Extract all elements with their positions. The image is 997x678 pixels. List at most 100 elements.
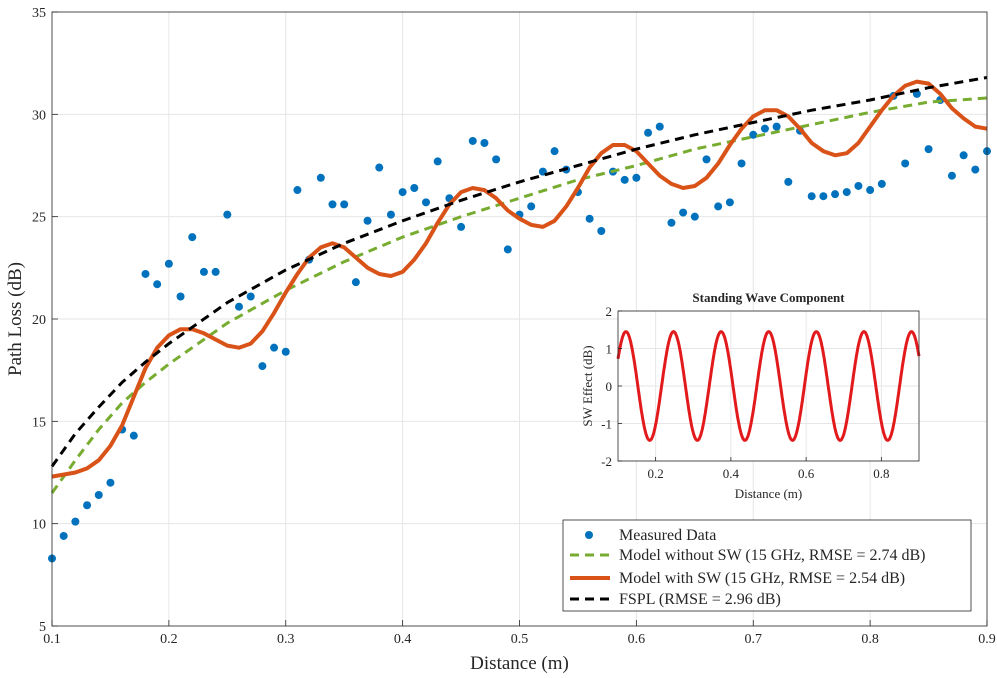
inset-y-axis-label: SW Effect (dB) (580, 345, 595, 426)
legend-label-fspl: FSPL (RMSE = 2.96 dB) (619, 591, 781, 608)
legend-label-measured: Measured Data (619, 527, 716, 544)
legend-label-model-with-sw: Model with SW (15 GHz, RMSE = 2.54 dB) (619, 570, 905, 587)
model-without-sw-line (50, 96, 988, 494)
inset-x-axis-label: Distance (m) (735, 486, 803, 501)
measured-point (164, 259, 173, 268)
measured-point (971, 165, 980, 174)
measured-point (877, 179, 886, 188)
measured-point (480, 138, 489, 147)
measured-point (772, 122, 781, 131)
measured-point (433, 157, 442, 166)
main-x-tick-label: 0.7 (745, 632, 763, 647)
main-y-tick-label: 10 (32, 518, 46, 533)
measured-point (422, 198, 430, 207)
measured-point (842, 188, 851, 197)
inset-y-tick-label: 2 (606, 304, 613, 319)
measured-point (690, 212, 699, 221)
main-x-axis-label: Distance (m) (470, 653, 569, 674)
measured-point (901, 159, 910, 168)
measured-point (807, 192, 816, 201)
inset-y-tick-label: 0 (606, 379, 613, 394)
main-x-tick-label: 0.8 (861, 632, 879, 647)
inset-plot: 0.2 0.4 0.6 0.8 -2 -1 0 1 2 Standing Wave Compon… (580, 290, 921, 501)
inset-y-tick-label: -1 (601, 417, 612, 432)
measured-point (632, 173, 641, 182)
inset-y-tick-label: -2 (601, 454, 612, 469)
main-y-tick-label: 25 (32, 211, 46, 226)
measured-point (188, 233, 197, 242)
measured-point (153, 280, 162, 289)
main-x-tick-label: 0.5 (511, 632, 529, 647)
measured-point (784, 177, 793, 186)
measured-point (258, 362, 267, 371)
measured-point (71, 517, 80, 526)
measured-point (270, 343, 279, 352)
measured-point (620, 175, 629, 184)
measured-point (667, 218, 676, 227)
measured-point (725, 198, 734, 207)
main-x-tick-label: 0.9 (978, 632, 996, 647)
measured-point (351, 278, 360, 287)
model-with-sw-line (51, 79, 988, 479)
main-x-tick-label: 0.3 (277, 632, 295, 647)
measured-point (679, 208, 688, 217)
measured-point (644, 128, 653, 137)
main-y-tick-label: 15 (32, 415, 46, 430)
measured-point (223, 210, 232, 219)
legend-label-model-without-sw: Model without SW (15 GHz, RMSE = 2.74 dB… (619, 547, 926, 564)
legend: Measured Data Model without SW (15 GHz, … (562, 519, 972, 612)
measured-point (141, 269, 150, 278)
inset-x-tick-label: 0.4 (723, 466, 740, 481)
main-x-tick-label: 0.1 (43, 632, 61, 647)
sw-effect-line (616, 330, 921, 442)
measured-point (503, 245, 512, 254)
measured-point (398, 188, 407, 197)
inset-data (616, 330, 921, 442)
measured-point (457, 222, 466, 231)
inset-ticks: 0.2 0.4 0.6 0.8 -2 -1 0 1 2 (601, 304, 889, 481)
measured-point (585, 214, 594, 223)
measured-point (655, 122, 664, 131)
measured-point (386, 210, 395, 219)
inset-y-tick-label: 1 (606, 342, 613, 357)
inset-title: Standing Wave Component (692, 290, 845, 305)
measured-point (749, 130, 758, 139)
measured-point (94, 491, 103, 500)
measured-point (235, 302, 243, 311)
measured-point (59, 531, 68, 540)
measured-point (819, 192, 828, 201)
inset-x-tick-label: 0.6 (798, 466, 815, 481)
measured-point (866, 186, 875, 195)
main-x-tick-label: 0.2 (160, 632, 178, 647)
measured-point (831, 190, 840, 199)
measured-point (959, 151, 968, 160)
measured-point (316, 173, 325, 182)
measured-point (492, 155, 501, 164)
measured-point (328, 200, 337, 209)
main-data (48, 76, 991, 563)
inset-x-tick-label: 0.2 (648, 466, 664, 481)
measured-point (737, 159, 746, 168)
measured-point (597, 226, 606, 235)
measured-point (702, 155, 711, 164)
main-x-tick-label: 0.4 (394, 632, 412, 647)
measured-point (468, 136, 477, 145)
measured-point (527, 202, 536, 211)
measured-point (854, 181, 863, 190)
measured-point (211, 267, 220, 276)
measured-point (410, 184, 419, 193)
measured-point (246, 292, 255, 301)
measured-point (363, 216, 372, 225)
main-x-tick-label: 0.6 (628, 632, 646, 647)
fspl-line (50, 76, 988, 468)
measured-point (106, 478, 115, 487)
main-y-tick-label: 30 (32, 108, 46, 123)
main-y-tick-label: 35 (32, 6, 46, 21)
main-y-tick-label: 5 (39, 620, 46, 635)
measured-point (83, 501, 92, 510)
measured-point (293, 186, 302, 195)
main-y-axis-label: Path Loss (dB) (5, 262, 26, 376)
measured-point (340, 200, 349, 209)
legend-marker-measured (585, 531, 593, 539)
